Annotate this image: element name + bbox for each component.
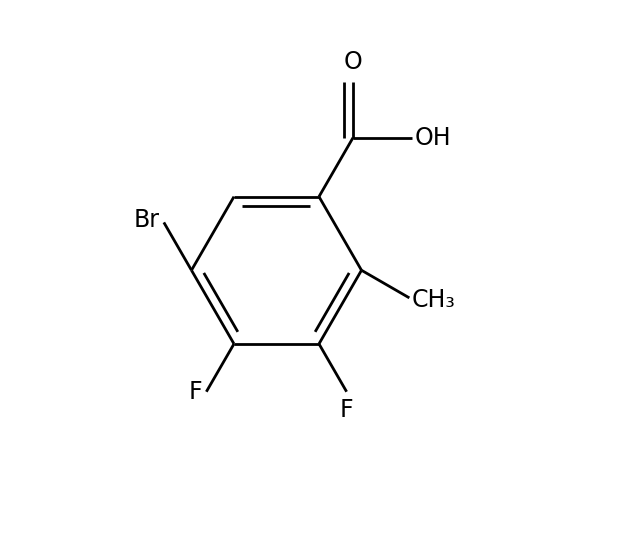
Text: F: F: [340, 398, 353, 422]
Text: CH₃: CH₃: [412, 288, 456, 312]
Text: O: O: [344, 50, 362, 74]
Text: Br: Br: [134, 208, 160, 232]
Text: F: F: [189, 380, 202, 404]
Text: OH: OH: [415, 126, 451, 150]
